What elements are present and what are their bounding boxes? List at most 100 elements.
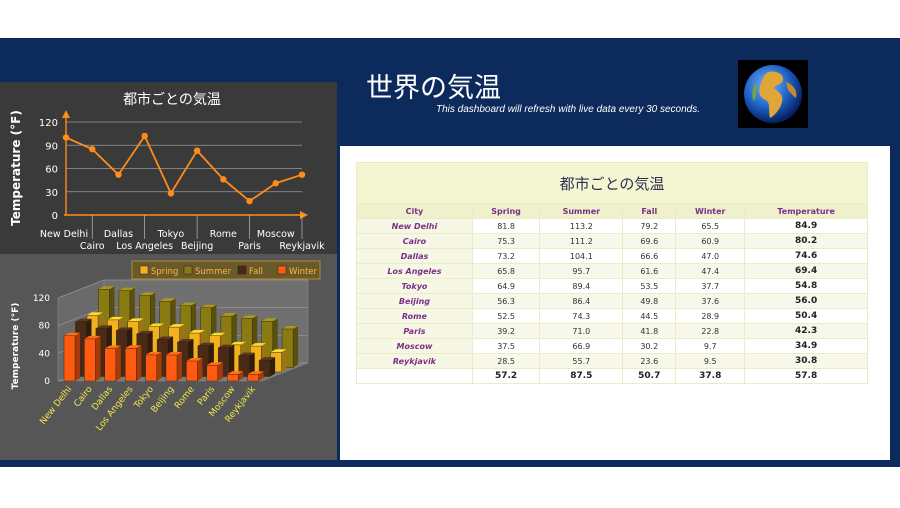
winter-cell: 65.5 [676, 219, 745, 233]
data-point[interactable] [246, 197, 253, 205]
city-cell: Tokyo [357, 279, 472, 293]
total-fall: 50.7 [623, 369, 676, 383]
dashboard-title: 世界の気温 [366, 73, 501, 104]
y-tick-label: 0 [52, 211, 58, 222]
legend-label-fall[interactable]: Fall [249, 267, 263, 277]
bar-winter[interactable] [226, 371, 244, 382]
bar-fall[interactable] [238, 352, 255, 377]
summer-cell: 66.9 [540, 339, 623, 353]
column-header-fall[interactable]: Fall [623, 204, 676, 218]
line-chart: 都市ごとの気温 Temperature (°F) 0 30 60 90 120 New … [9, 91, 325, 252]
city-cell: Moscow [357, 339, 472, 353]
temperature-cell: 80.2 [745, 234, 867, 248]
bar-winter[interactable] [104, 345, 121, 382]
data-point[interactable] [89, 145, 96, 153]
table-row: Moscow 37.5 66.9 30.2 9.7 34.9 [357, 339, 867, 353]
x-tick-label: New Delhi [40, 229, 88, 240]
legend-label-spring[interactable]: Spring [151, 267, 178, 277]
y-tick-label: 120 [33, 294, 50, 304]
y-tick-label: 30 [45, 188, 58, 199]
fall-cell: 79.2 [623, 219, 676, 233]
x-tick-label: Rome [173, 384, 197, 411]
table-row: Reykjavik 28.5 55.7 23.6 9.5 30.8 [357, 354, 867, 368]
series-line [65, 134, 303, 203]
x-tick-label: Dallas [104, 229, 133, 240]
data-point[interactable] [193, 147, 201, 154]
gridline [57, 279, 308, 299]
summer-cell: 111.2 [540, 234, 623, 248]
column-header-summer[interactable]: Summer [540, 204, 623, 218]
bar-winter[interactable] [145, 351, 162, 382]
bar-chart-panel: Spring Summer Fall Winter Temperature (°F) … [0, 254, 337, 460]
spring-cell: 52.5 [472, 309, 540, 323]
temperature-cell: 42.3 [745, 324, 867, 338]
spring-cell: 81.8 [472, 219, 540, 233]
spring-cell: 39.2 [472, 324, 540, 338]
data-point[interactable] [220, 176, 227, 183]
bar-chart-ylabel: Temperature (°F) [11, 303, 21, 390]
y-tick-label: 0 [44, 377, 50, 387]
bar-summer[interactable] [281, 325, 299, 368]
temperature-cell: 56.0 [745, 294, 867, 308]
city-cell: New Delhi [357, 219, 472, 233]
x-tick-label: Moscow [257, 229, 295, 240]
bar-winter[interactable] [206, 362, 223, 382]
bar-winter[interactable] [124, 345, 142, 382]
bar-fall[interactable] [218, 344, 235, 377]
x-tick-label: Beijing [181, 241, 213, 252]
legend-label-summer[interactable]: Summer [195, 267, 232, 277]
summer-cell: 71.0 [540, 324, 623, 338]
data-point[interactable] [62, 134, 70, 141]
x-tick-label: Cairo [80, 241, 105, 252]
data-point[interactable] [167, 190, 175, 197]
column-header-spring[interactable]: Spring [472, 204, 540, 218]
winter-cell: 28.9 [676, 309, 745, 323]
total-spring: 57.2 [472, 369, 540, 383]
bar-winter[interactable] [165, 351, 182, 382]
summer-cell: 86.4 [540, 294, 623, 308]
line-chart-panel: 都市ごとの気温 Temperature (°F) 0 30 60 90 120 New … [0, 82, 337, 254]
legend: Spring Summer Fall Winter [131, 260, 321, 280]
bar-fall[interactable] [258, 357, 276, 377]
summer-cell: 95.7 [540, 264, 623, 278]
table-row: Tokyo 64.9 89.4 53.5 37.7 54.8 [357, 279, 867, 293]
data-point[interactable] [141, 132, 148, 140]
column-header-winter[interactable]: Winter [676, 204, 745, 218]
bar-winter[interactable] [247, 371, 264, 382]
winter-cell: 9.5 [676, 354, 745, 368]
column-header-city[interactable]: City [357, 204, 472, 218]
table-row: Beijing 56.3 86.4 49.8 37.6 56.0 [357, 294, 867, 308]
column-header-temperature[interactable]: Temperature [745, 204, 867, 218]
summer-cell: 104.1 [540, 249, 623, 263]
y-tick-label: 120 [39, 118, 58, 129]
legend-label-winter[interactable]: Winter [289, 267, 318, 277]
legend-swatch-summer [183, 265, 193, 275]
temperature-cell: 54.8 [745, 279, 867, 293]
line-chart-title: 都市ごとの気温 [123, 91, 221, 108]
spring-cell: 73.2 [472, 249, 540, 263]
y-tick-label: 40 [39, 349, 51, 359]
fall-cell: 69.6 [623, 234, 676, 248]
data-point[interactable] [298, 171, 306, 178]
data-point[interactable] [272, 180, 279, 187]
legend-swatch-fall [237, 265, 247, 275]
winter-cell: 47.4 [676, 264, 745, 278]
winter-cell: 22.8 [676, 324, 745, 338]
fall-cell: 41.8 [623, 324, 676, 338]
table-row: Rome 52.5 74.3 44.5 28.9 50.4 [357, 309, 867, 323]
table-row: Dallas 73.2 104.1 66.6 47.0 74.6 [357, 249, 867, 263]
total-temperature: 57.8 [745, 369, 867, 383]
x-tick-label: New Delhi [38, 385, 74, 427]
legend-swatch-spring [139, 265, 149, 275]
x-tick-label: Paris [238, 241, 261, 252]
spring-cell: 75.3 [472, 234, 540, 248]
bar-winter[interactable] [63, 332, 80, 382]
bar-winter[interactable] [84, 335, 101, 382]
y-tick-label: 90 [45, 141, 58, 152]
summer-cell: 89.4 [540, 279, 623, 293]
data-point[interactable] [115, 171, 122, 178]
bar-chart: Spring Summer Fall Winter Temperature (°F) … [11, 260, 321, 433]
temperature-table: 都市ごとの気温 City Spring Summer Fall Winter T… [356, 162, 868, 384]
bar-winter[interactable] [186, 358, 203, 382]
temperature-cell: 50.4 [745, 309, 867, 323]
